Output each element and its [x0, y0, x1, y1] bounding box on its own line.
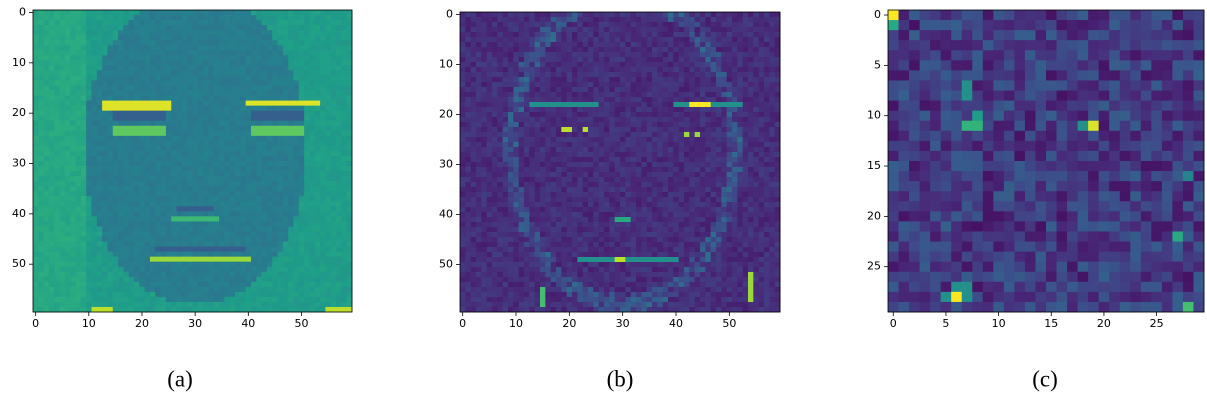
feature-map — [888, 10, 1204, 312]
x-tick-label: 20 — [135, 317, 149, 330]
x-tick-label: 0 — [890, 317, 897, 330]
y-tick-label: 20 — [867, 209, 881, 222]
figure: 0102030405001020304050(a)010203040500102… — [0, 0, 1207, 405]
x-tick-label: 40 — [669, 317, 683, 330]
y-tick-label: 25 — [867, 260, 881, 273]
x-tick-label: 30 — [188, 317, 202, 330]
x-tick-label: 0 — [32, 317, 39, 330]
x-tick-label: 40 — [241, 317, 255, 330]
x-tick-label: 30 — [616, 317, 630, 330]
y-tick-label: 0 — [446, 8, 453, 21]
x-tick-label: 15 — [1044, 317, 1058, 330]
x-tick-label: 10 — [992, 317, 1006, 330]
y-tick-label: 50 — [439, 258, 453, 271]
y-tick-label: 5 — [874, 58, 881, 71]
y-tick-label: 10 — [12, 56, 26, 69]
y-tick-label: 20 — [439, 108, 453, 121]
y-tick-label: 40 — [12, 207, 26, 220]
y-tick-label: 10 — [439, 58, 453, 71]
feature-map — [460, 12, 780, 312]
y-tick-label: 0 — [874, 8, 881, 21]
panel: 0 10 20 30 40 50 0 10 20 30 40 50 (a) — [12, 6, 352, 392]
y-tick-label: 20 — [12, 106, 26, 119]
y-tick-label: 30 — [12, 157, 26, 170]
caption: (a) — [167, 366, 193, 391]
y-tick-label: 10 — [867, 109, 881, 122]
y-tick-label: 40 — [439, 208, 453, 221]
x-tick-label: 50 — [722, 317, 736, 330]
panel: 0 5 10 15 20 25 0 5 10 15 20 25 (c) — [867, 8, 1204, 391]
y-tick-label: 0 — [19, 6, 26, 19]
x-tick-label: 25 — [1150, 317, 1164, 330]
x-tick-label: 50 — [294, 317, 308, 330]
x-tick-label: 5 — [942, 317, 949, 330]
panel: 0 10 20 30 40 50 0 10 20 30 40 50 (b) — [439, 8, 780, 392]
x-tick-label: 0 — [459, 317, 466, 330]
x-tick-label: 10 — [82, 317, 96, 330]
y-tick-label: 50 — [12, 257, 26, 270]
y-tick-label: 15 — [867, 159, 881, 172]
caption: (c) — [1032, 366, 1058, 391]
caption: (b) — [607, 366, 634, 391]
x-tick-label: 20 — [1097, 317, 1111, 330]
x-tick-label: 20 — [562, 317, 576, 330]
x-tick-label: 10 — [509, 317, 523, 330]
y-tick-label: 30 — [439, 158, 453, 171]
feature-map — [33, 10, 352, 312]
